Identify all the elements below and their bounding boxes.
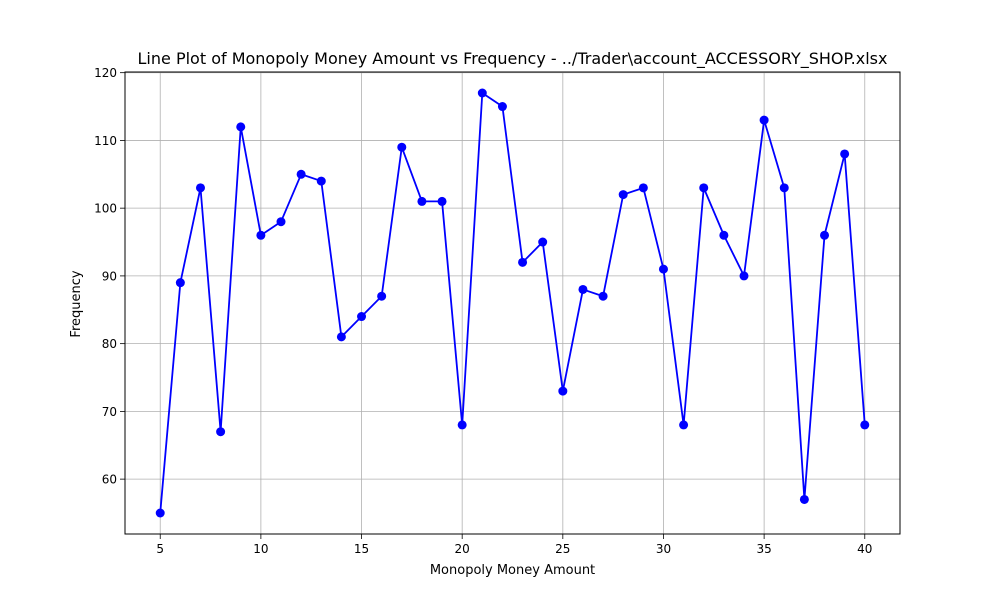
data-point (518, 257, 528, 267)
data-point (397, 142, 407, 152)
data-point (195, 183, 205, 193)
data-point (638, 183, 648, 193)
chart-title: Line Plot of Monopoly Money Amount vs Fr… (138, 49, 888, 69)
data-point (256, 230, 266, 240)
data-point (457, 420, 467, 430)
series-layer (155, 88, 870, 518)
data-point (618, 190, 628, 200)
data-point (236, 122, 246, 132)
y-tick-label: 60 (102, 473, 117, 487)
data-point (658, 264, 668, 274)
data-point (477, 88, 487, 98)
data-point (417, 196, 427, 206)
data-point (820, 230, 830, 240)
x-tick-label: 15 (354, 542, 369, 556)
x-tick-label: 5 (156, 542, 164, 556)
data-point (779, 183, 789, 193)
y-tick-label: 80 (102, 337, 117, 351)
y-tick-label: 110 (94, 134, 117, 148)
x-tick-label: 35 (756, 542, 771, 556)
data-point (538, 237, 548, 247)
data-point (155, 508, 165, 518)
x-tick-label: 30 (656, 542, 671, 556)
y-tick-label: 100 (94, 202, 117, 216)
data-point (699, 183, 709, 193)
data-point (860, 420, 870, 430)
data-point (276, 217, 286, 227)
data-point (739, 271, 749, 281)
data-point (497, 102, 507, 112)
axis-ticks: 5 10 15 20 25 30 35 40 60 70 80 90 100 110 120 (94, 66, 872, 556)
y-tick-label: 120 (94, 66, 117, 80)
data-point (578, 284, 588, 294)
y-tick-label: 90 (102, 269, 117, 283)
data-point (558, 386, 568, 396)
data-point (759, 115, 769, 125)
y-axis-label: Frequency (69, 270, 84, 337)
data-point (437, 196, 447, 206)
data-point (316, 176, 326, 186)
x-tick-label: 10 (253, 542, 268, 556)
data-point (377, 291, 387, 301)
data-point (799, 494, 809, 504)
data-point (598, 291, 608, 301)
x-tick-label: 20 (455, 542, 470, 556)
data-point (679, 420, 689, 430)
data-point (719, 230, 729, 240)
x-tick-label: 25 (555, 542, 570, 556)
y-tick-label: 70 (102, 405, 117, 419)
x-tick-label: 40 (857, 542, 872, 556)
plot-frame (124, 71, 901, 535)
x-axis-label: Monopoly Money Amount (430, 563, 595, 578)
data-point (296, 169, 306, 179)
data-point (357, 312, 367, 322)
data-point (175, 278, 185, 288)
data-point (216, 427, 226, 437)
data-point (840, 149, 850, 159)
data-point (336, 332, 346, 342)
